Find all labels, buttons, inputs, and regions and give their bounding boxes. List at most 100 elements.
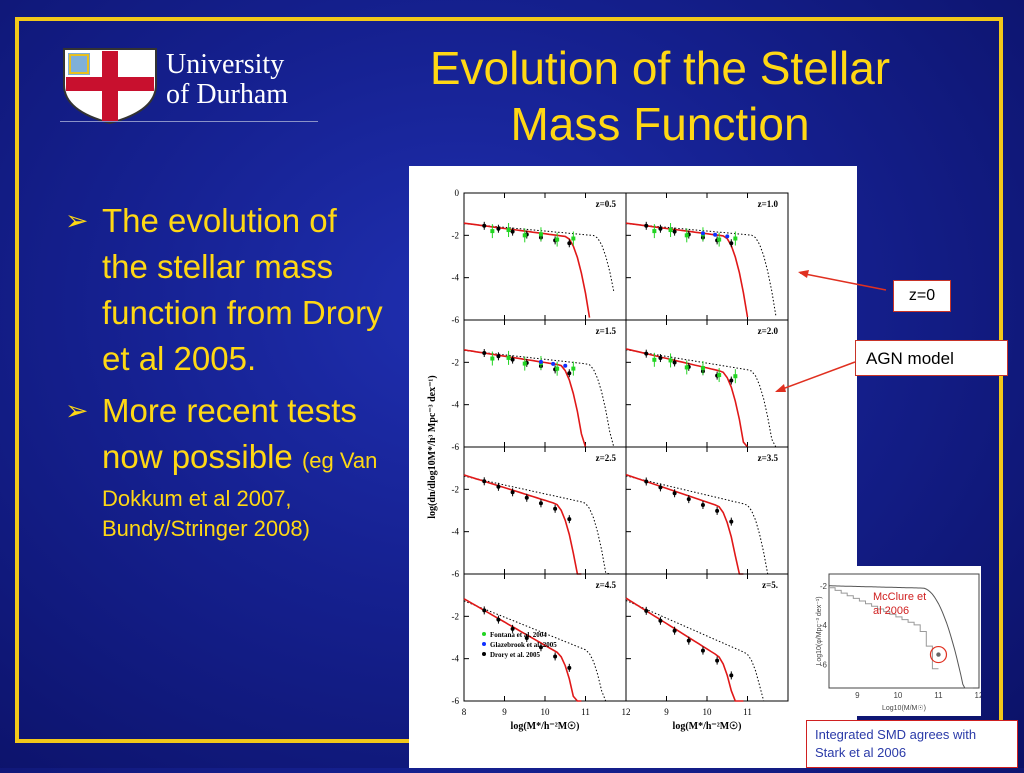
- legend-entry: Glazebrook et al. 2005: [490, 641, 557, 649]
- x-tick-label: 11: [581, 707, 590, 717]
- logo-divider: [60, 121, 318, 122]
- stark-callout-line: Stark et al 2006: [815, 745, 907, 760]
- x-tick-label: 10: [541, 707, 551, 717]
- x-tick-label: 11: [743, 707, 752, 717]
- y-tick-label: -2: [452, 611, 460, 621]
- title-line-1: Evolution of the Stellar: [429, 42, 891, 94]
- panel-frame: [463, 446, 627, 575]
- slide-title: Evolution of the Stellar Mass Function: [355, 40, 965, 152]
- glazebrook-data-point: [538, 359, 543, 364]
- arrow-bullet-icon: ➢: [65, 395, 89, 426]
- panel-frame: [625, 446, 789, 575]
- panel-z-1-5: z=1.5: [463, 319, 627, 448]
- panel-redshift-label: z=0.5: [596, 199, 617, 209]
- panel-frame: [625, 319, 789, 448]
- bullet-item: ➢ More recent tests now possible (eg Van…: [65, 388, 385, 544]
- inset-x-tick-label: 10: [893, 691, 902, 700]
- inset-highlight-circle: [929, 645, 948, 664]
- agn-model-callout: AGN model: [855, 340, 1008, 376]
- hierarchical-model-line: [463, 600, 614, 702]
- bullet-text: The evolution of the stellar mass functi…: [102, 202, 383, 377]
- x-tick-label: 9: [502, 707, 507, 717]
- y-tick-label: -2: [452, 357, 460, 367]
- panel-redshift-label: z=2.0: [758, 326, 779, 336]
- panel-frame: [625, 573, 789, 702]
- x-axis-label: log(M*/h⁻²M☉): [511, 721, 580, 732]
- arrow-bullet-icon: ➢: [65, 205, 89, 236]
- inset-frame: [828, 573, 980, 689]
- inset-model-curve: [829, 585, 973, 689]
- y-tick-label: -4: [452, 400, 460, 410]
- panel-z-0-5: z=0.5: [463, 192, 627, 321]
- mass-function-panels: z=0.5 z=1.0 z=1.5 z=2.0 z=2.5 z=3.5 z=4.5 z=5. 0…: [427, 188, 789, 732]
- hierarchical-model-line: [463, 475, 614, 575]
- hierarchical-model-line: [463, 349, 615, 448]
- legend-marker: [482, 652, 486, 656]
- panel-z-1-0: z=1.0: [625, 192, 789, 321]
- glazebrook-data-point: [725, 234, 730, 239]
- smd-inset-figure: 9 10 11 12 -2 -4 -6 Log10(M/M☉) Log10(φ/Mpc⁻³ de…: [813, 566, 984, 716]
- logo-line-2: of Durham: [166, 79, 289, 110]
- panel-z-2-0: z=2.0: [625, 319, 789, 448]
- inset-x-tick-label: 9: [855, 691, 860, 700]
- hierarchical-model-line: [625, 599, 776, 702]
- bullet-text: More recent tests now possible: [102, 392, 357, 475]
- glazebrook-data-point: [563, 363, 568, 368]
- glazebrook-data-point: [713, 232, 718, 237]
- hierarchical-model-line: [463, 223, 615, 292]
- y-tick-label: -4: [452, 654, 460, 664]
- inset-y-tick-label: -2: [820, 582, 828, 591]
- mcclure-label: McClure et: [873, 591, 926, 603]
- x-tick-label: 8: [462, 707, 467, 717]
- x-tick-label: 9: [664, 707, 669, 717]
- y-axis-label: log(dn/dlog10M*/h³ Mpc⁻³ dex⁻¹): [427, 375, 438, 518]
- inset-y-tick-label: -6: [820, 660, 828, 669]
- inset-observed-steps: [829, 587, 939, 670]
- z0-callout: z=0: [893, 280, 951, 312]
- panel-z-3-5: z=3.5: [625, 446, 789, 575]
- bullet-citation-start: (eg Van: [301, 448, 378, 473]
- hierarchical-model-line: [625, 475, 776, 575]
- glazebrook-data-point: [551, 361, 556, 366]
- glazebrook-data-point: [700, 231, 705, 236]
- logo-line-1: University: [166, 49, 285, 80]
- durham-shield-icon: [63, 48, 157, 125]
- legend-marker: [482, 642, 486, 646]
- y-tick-label: -4: [452, 527, 460, 537]
- panel-z-2-5: z=2.5: [463, 446, 627, 575]
- bullet-list: ➢ The evolution of the stellar mass func…: [65, 198, 385, 550]
- panel-redshift-label: z=5.: [762, 580, 778, 590]
- agn-model-line: [463, 474, 582, 575]
- y-tick-label: -6: [452, 696, 460, 706]
- mass-function-figure: z=0.5 z=1.0 z=1.5 z=2.0 z=2.5 z=3.5 z=4.5 z=5. 0…: [409, 166, 857, 768]
- x-tick-label: 10: [703, 707, 713, 717]
- x-axis-label: log(M*/h⁻²M☉): [673, 721, 742, 732]
- smd-inset-plot: 9 10 11 12 -2 -4 -6 Log10(M/M☉) Log10(φ/Mpc⁻³ de…: [816, 573, 984, 712]
- hierarchical-model-line: [625, 349, 777, 448]
- panel-frame: [463, 192, 627, 321]
- y-tick-label: -2: [452, 484, 460, 494]
- legend-entry: Drory et al. 2005: [490, 651, 541, 659]
- university-logo: University of Durham: [60, 45, 320, 125]
- y-tick-label: 0: [455, 188, 460, 198]
- panel-redshift-label: z=3.5: [758, 453, 779, 463]
- y-tick-label: -4: [452, 273, 460, 283]
- bullet-citation-line: Bundy/Stringer 2008): [102, 516, 310, 541]
- bullet-item: ➢ The evolution of the stellar mass func…: [65, 198, 385, 382]
- mcclure-label: al 2006: [873, 605, 909, 617]
- panel-z-5-: z=5.: [625, 573, 789, 702]
- inset-x-tick-label: 12: [975, 691, 981, 700]
- stark-callout-line: Integrated SMD agrees with: [815, 727, 977, 742]
- inset-y-tick-label: -4: [820, 621, 828, 630]
- panel-redshift-label: z=2.5: [596, 453, 617, 463]
- agn-model-line: [625, 597, 744, 702]
- inset-data-point: [936, 652, 941, 657]
- x-tick-label: 12: [622, 707, 631, 717]
- bullet-citation-line: Dokkum et al 2007,: [102, 486, 292, 511]
- legend-marker: [482, 632, 486, 636]
- y-tick-label: -6: [452, 569, 460, 579]
- inset-x-axis-label: Log10(M/M☉): [882, 704, 926, 712]
- title-line-2: Mass Function: [510, 98, 810, 150]
- inset-y-axis-label: Log10(φ/Mpc⁻³ dex⁻¹): [816, 596, 823, 665]
- y-tick-label: -6: [452, 442, 460, 452]
